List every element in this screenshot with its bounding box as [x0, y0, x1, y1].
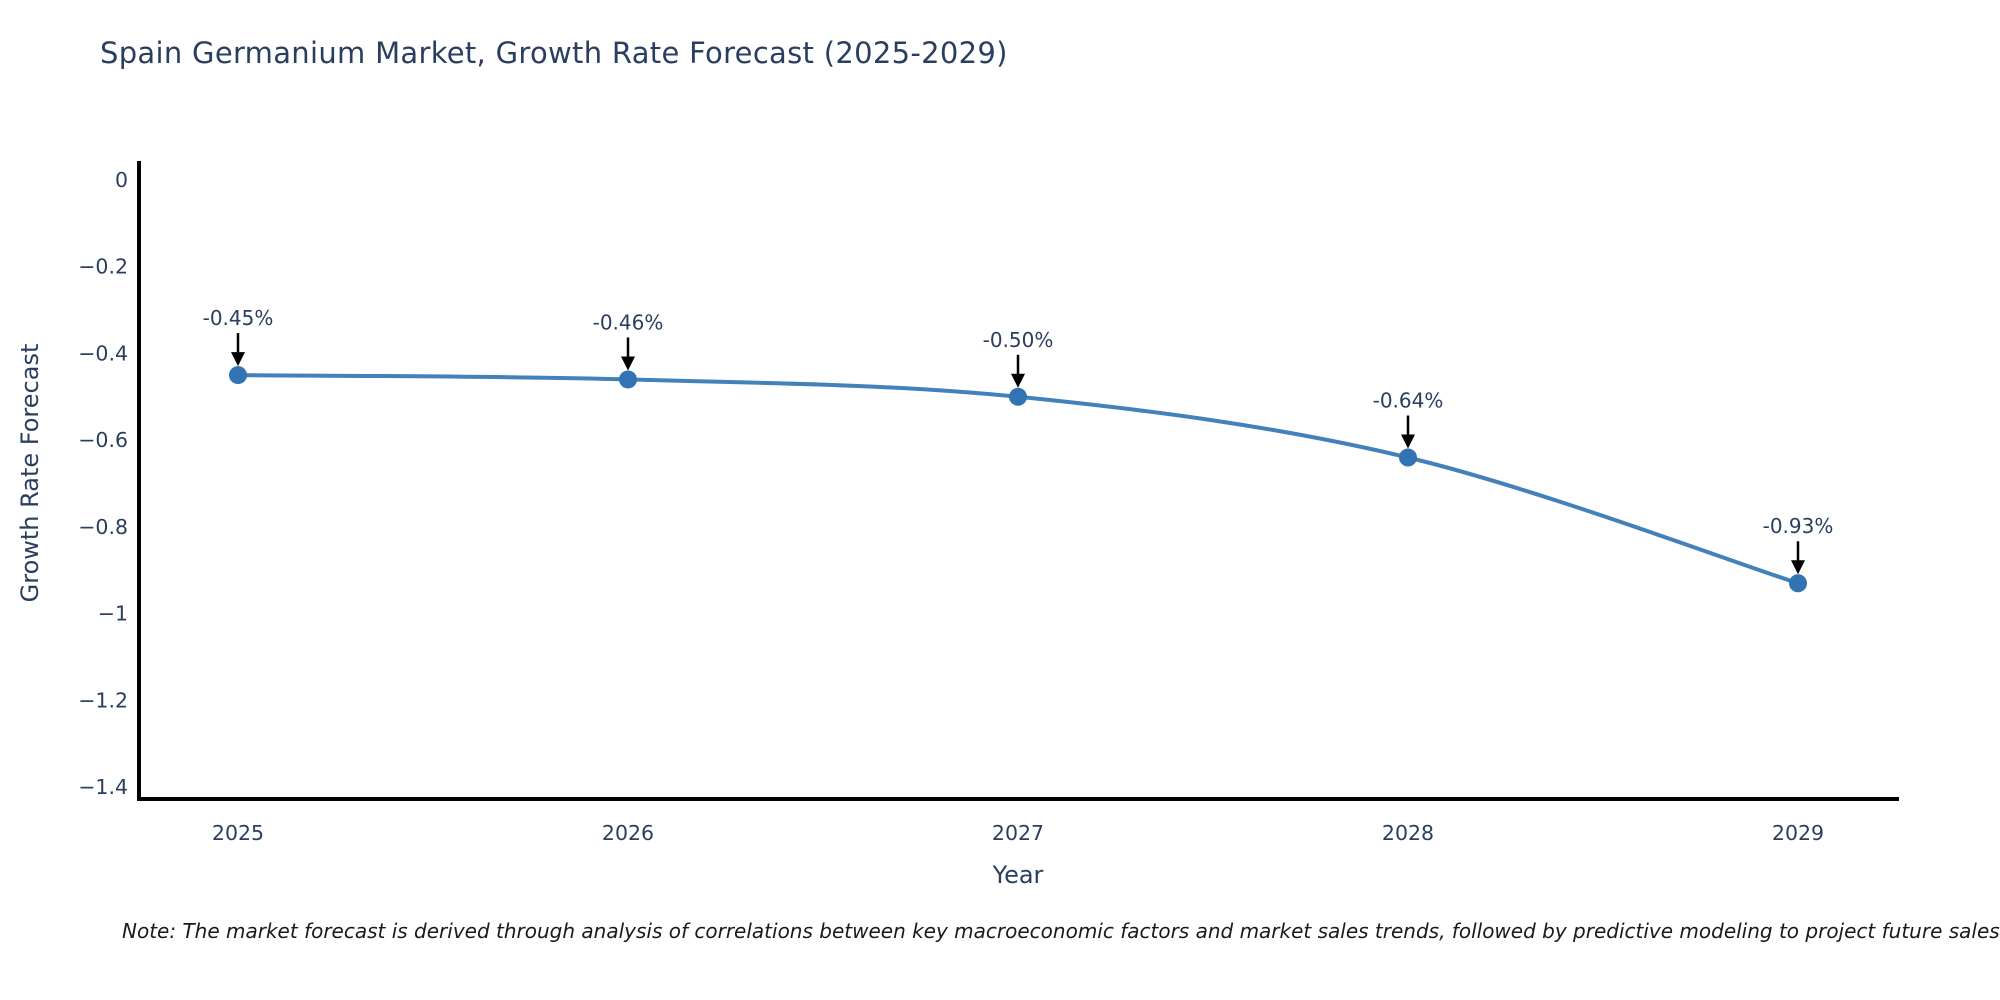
- plot-area: 0 −0.2 −0.4 −0.6 −0.8 −1 −1.2 −1.4 2025 2026 2027 2…: [78, 168, 1833, 845]
- x-tick-label: 2026: [602, 821, 654, 845]
- annotation-arrowhead-icon: [621, 356, 635, 371]
- annotation-arrowhead-icon: [1791, 560, 1805, 575]
- chart-title: Spain Germanium Market, Growth Rate Fore…: [100, 36, 1008, 70]
- methodology-note: Note: The market forecast is derived thr…: [122, 919, 2000, 943]
- annotation-arrowhead-icon: [1401, 434, 1415, 449]
- data-point-marker: [229, 366, 247, 385]
- data-point-label: -0.50%: [983, 328, 1054, 352]
- annotation-arrowhead-icon: [231, 352, 245, 367]
- annotation-arrowhead-icon: [1011, 373, 1025, 388]
- y-axis-title: Growth Rate Forecast: [16, 344, 44, 603]
- x-tick-label: 2027: [992, 821, 1044, 845]
- y-tick-label: −0.4: [78, 341, 128, 365]
- y-tick-label: −1: [98, 602, 128, 626]
- data-point-label: -0.46%: [593, 310, 664, 334]
- y-tick-label: 0: [115, 168, 128, 192]
- data-point-marker: [619, 370, 637, 389]
- x-tick-label: 2025: [212, 821, 264, 845]
- data-point-marker: [1009, 387, 1027, 406]
- y-tick-label: −0.8: [78, 515, 128, 539]
- data-point-label: -0.93%: [1763, 514, 1834, 538]
- forecast-line: [237, 373, 1799, 586]
- y-tick-label: −0.2: [78, 255, 128, 279]
- data-point-marker: [1399, 448, 1417, 467]
- y-tick-label: −1.4: [78, 775, 128, 799]
- x-axis-title: Year: [992, 861, 1044, 889]
- data-point-label: -0.64%: [1373, 389, 1444, 413]
- data-point-marker: [1789, 574, 1807, 593]
- x-tick-label: 2029: [1772, 821, 1824, 845]
- y-tick-label: −1.2: [78, 688, 128, 712]
- x-tick-label: 2028: [1382, 821, 1434, 845]
- data-point-label: -0.45%: [203, 306, 274, 330]
- y-tick-label: −0.6: [78, 428, 128, 452]
